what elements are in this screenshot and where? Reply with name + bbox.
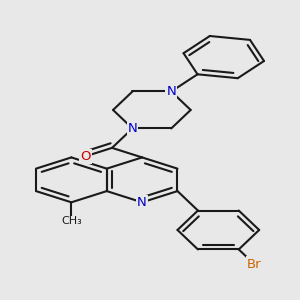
Text: CH₃: CH₃ [61, 216, 82, 226]
Text: O: O [80, 150, 91, 163]
Text: N: N [137, 196, 147, 209]
Text: N: N [167, 85, 176, 98]
Text: N: N [128, 122, 137, 135]
Text: Br: Br [247, 257, 261, 271]
